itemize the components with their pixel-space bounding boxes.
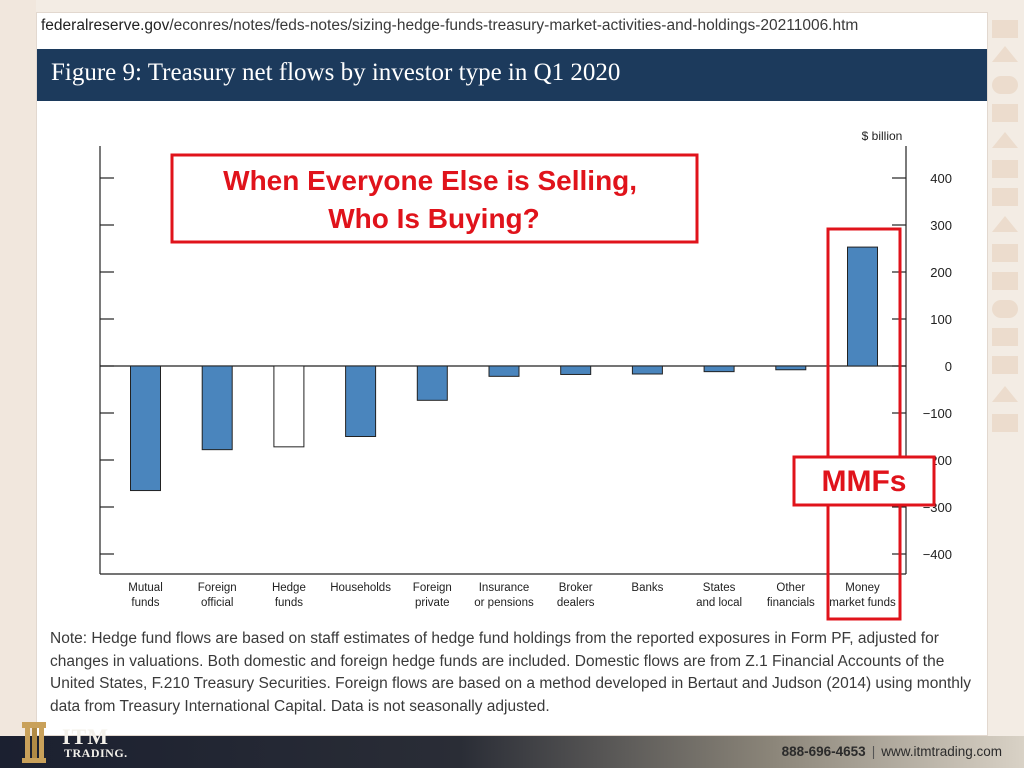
mmf-label: MMFs xyxy=(822,465,907,498)
bar xyxy=(416,365,448,401)
y-tick-label: 300 xyxy=(930,218,952,233)
mmf-highlight-box xyxy=(826,227,902,621)
website-link[interactable]: www.itmtrading.com xyxy=(881,744,1002,759)
callout-text: When Everyone Else is Selling, Who Is Bu… xyxy=(223,165,645,234)
itm-logo: ITM TRADING. xyxy=(20,712,140,768)
footer-bar xyxy=(0,736,1024,768)
x-category-label: Money market funds xyxy=(829,582,896,609)
x-category-label: Other financials xyxy=(767,582,815,609)
bar xyxy=(201,365,233,451)
phone-number[interactable]: 888-696-4653 xyxy=(781,744,866,759)
y-tick-label: 400 xyxy=(930,171,952,186)
bar xyxy=(130,365,161,492)
logo-text: ITM xyxy=(62,724,109,749)
url-domain: federalreserve.gov xyxy=(41,17,170,34)
x-category-label: Foreign official xyxy=(198,582,237,609)
y-tick-label: 0 xyxy=(945,359,952,374)
bar xyxy=(273,365,305,448)
decorative-pattern-right xyxy=(992,20,1018,432)
y-tick-label: −400 xyxy=(923,547,952,562)
unit-label: $ billion xyxy=(862,129,903,143)
mmf-label-box xyxy=(792,455,936,507)
x-category-label: Foreign private xyxy=(413,582,452,609)
x-category-label: Broker dealers xyxy=(557,582,595,609)
contact-info: 888-696-4653 | www.itmtrading.com xyxy=(782,744,1002,759)
decorative-pattern-left xyxy=(0,0,36,740)
x-category-label: Banks xyxy=(631,582,663,594)
separator: | xyxy=(871,744,876,759)
bar xyxy=(488,365,520,377)
logo-subtext: TRADING. xyxy=(64,746,128,760)
bar xyxy=(847,246,878,367)
bar xyxy=(631,365,663,375)
x-category-label: Households xyxy=(330,582,391,594)
figure-header-bar: Figure 9: Treasury net flows by investor… xyxy=(37,49,987,101)
url-path: /econres/notes/feds-notes/sizing-hedge-f… xyxy=(169,17,859,34)
source-url[interactable]: federalreserve.gov/econres/notes/feds-no… xyxy=(41,17,858,35)
bar xyxy=(703,365,735,373)
x-category-label: States and local xyxy=(696,582,742,609)
y-tick-label: −100 xyxy=(923,406,952,421)
y-tick-label: 200 xyxy=(930,265,952,280)
x-category-label: Hedge funds xyxy=(272,582,306,609)
callout-line-2: Who Is Buying? xyxy=(328,203,540,234)
bar xyxy=(775,365,807,371)
x-category-label: Mutual funds xyxy=(128,582,163,609)
figure-title: Figure 9: Treasury net flows by investor… xyxy=(51,59,621,86)
y-tick-label: 100 xyxy=(930,312,952,327)
callout-box xyxy=(170,153,699,244)
pillar-icon xyxy=(22,722,46,763)
bar xyxy=(560,365,592,375)
x-category-label: Insurance or pensions xyxy=(474,582,534,609)
callout-line-1: When Everyone Else is Selling, xyxy=(223,165,637,196)
bar xyxy=(345,365,377,437)
bar-chart: $ billion 4003002001000−100−200−300−400 … xyxy=(99,129,952,621)
figure-note: Note: Hedge fund flows are based on staf… xyxy=(50,630,972,715)
